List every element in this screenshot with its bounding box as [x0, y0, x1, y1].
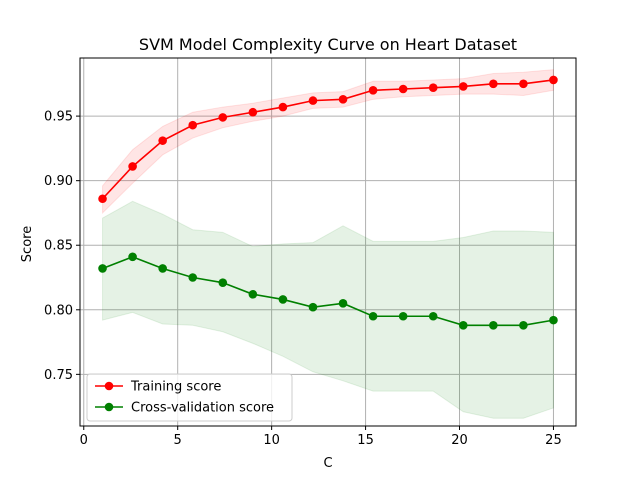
cross-validation-score-point — [458, 320, 468, 330]
training-score-point — [428, 83, 438, 92]
y-tick-label: 0.95 — [44, 110, 73, 125]
legend-training-label: Training score — [130, 380, 221, 395]
training-score-point — [308, 96, 318, 105]
x-tick-label: 0 — [80, 433, 88, 448]
training-score-point — [368, 85, 378, 95]
training-score-point — [248, 107, 258, 117]
x-axis-label: C — [323, 456, 332, 471]
training-score-point — [549, 75, 558, 85]
y-axis-label: Score — [20, 226, 35, 262]
y-tick-label: 0.80 — [44, 303, 73, 318]
cross-validation-score-point — [489, 320, 498, 330]
cross-validation-score-point — [398, 311, 408, 321]
training-score-point — [398, 84, 408, 94]
cross-validation-score-point — [248, 289, 258, 299]
training-score-point — [489, 79, 498, 89]
y-tick-label: 0.90 — [44, 174, 73, 189]
training-score-point — [128, 162, 137, 171]
grid — [80, 58, 576, 426]
cross-validation-score-band — [102, 200, 554, 419]
legend-box — [86, 373, 293, 422]
x-tick-label: 5 — [174, 433, 182, 448]
training-score-point — [98, 194, 107, 204]
cross-validation-score-point — [98, 264, 107, 273]
legend-cross-validation-marker — [104, 402, 114, 412]
training-score-point — [458, 82, 468, 91]
series-markers — [98, 75, 558, 330]
series-lines — [101, 79, 554, 327]
cross-validation-score-point — [519, 320, 528, 330]
x-tick-label: 10 — [263, 433, 280, 448]
cross-validation-score-point — [549, 315, 558, 325]
training-score-point — [519, 79, 528, 89]
cross-validation-score-point — [128, 252, 137, 262]
training-score-point — [338, 95, 348, 104]
y-tick-label: 0.75 — [44, 368, 73, 383]
x-tick-label: 15 — [357, 433, 374, 448]
cross-validation-score-point — [278, 295, 288, 304]
cross-validation-score-point — [308, 302, 318, 312]
cross-validation-score-point — [188, 273, 198, 282]
cross-validation-score-point — [338, 299, 348, 308]
legend-cross-validation-label: Cross-validation score — [131, 401, 274, 416]
training-score-line — [101, 79, 554, 200]
cross-validation-score-point — [428, 311, 438, 321]
cross-validation-score-point — [158, 264, 167, 273]
training-score-point — [188, 120, 198, 130]
training-score-point — [158, 136, 167, 145]
x-tick-label: 25 — [545, 433, 562, 448]
y-tick-label: 0.85 — [44, 239, 73, 254]
cross-validation-score-line — [102, 255, 554, 327]
cross-validation-score-point — [368, 311, 378, 321]
x-axis-ticks: 0 5 10 15 20 25 — [80, 426, 562, 448]
legend: Training score Cross-validation score — [86, 373, 293, 422]
cross-validation-score-point — [218, 278, 228, 287]
plot-frame — [79, 57, 577, 427]
legend-training-marker — [104, 381, 114, 391]
training-score-point — [278, 102, 288, 112]
training-score-point — [218, 113, 228, 122]
chart-title: SVM Model Complexity Curve on Heart Data… — [139, 35, 517, 54]
x-tick-label: 20 — [451, 433, 468, 448]
y-axis-ticks: 0.75 0.80 0.85 0.90 0.95 — [44, 110, 80, 383]
